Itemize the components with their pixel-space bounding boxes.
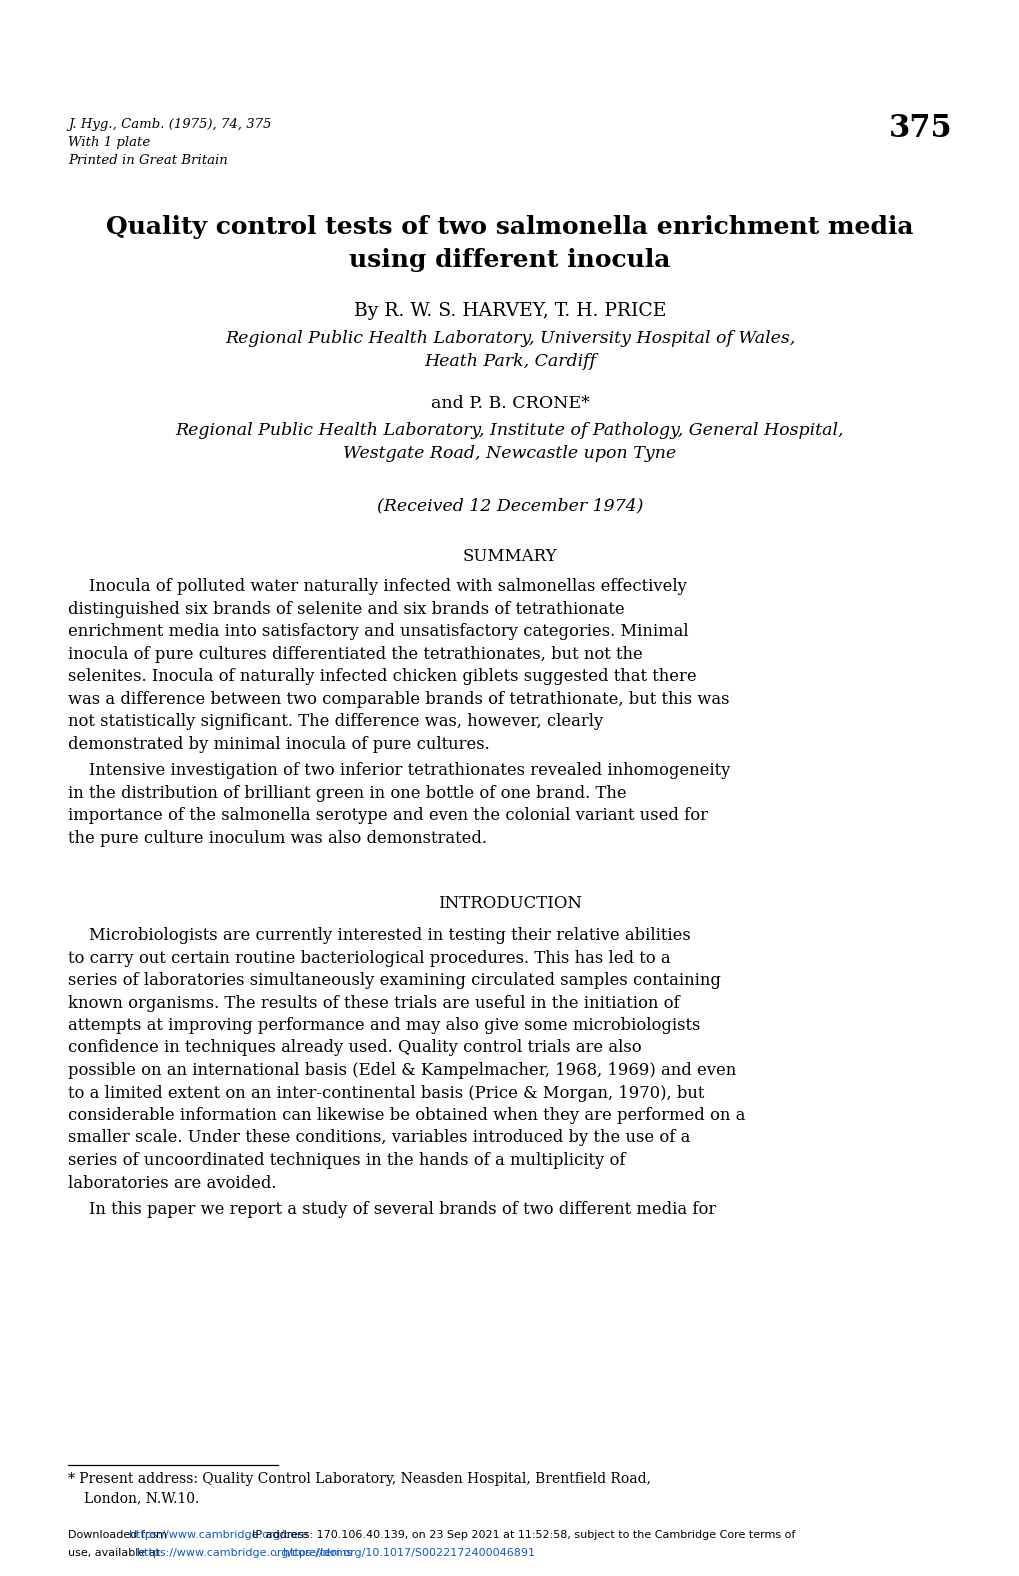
Text: to carry out certain routine bacteriological procedures. This has led to a: to carry out certain routine bacteriolog… <box>68 949 669 966</box>
Text: https://doi.org/10.1017/S0022172400046891: https://doi.org/10.1017/S002217240004689… <box>282 1548 535 1559</box>
Text: Quality control tests of two salmonella enrichment media: Quality control tests of two salmonella … <box>106 214 913 240</box>
Text: Regional Public Health Laboratory, Institute of Pathology, General Hospital,: Regional Public Health Laboratory, Insti… <box>175 422 844 440</box>
Text: Westgate Road, Newcastle upon Tyne: Westgate Road, Newcastle upon Tyne <box>343 444 676 462</box>
Text: Inocula of polluted water naturally infected with salmonellas effectively: Inocula of polluted water naturally infe… <box>68 578 686 596</box>
Text: demonstrated by minimal inocula of pure cultures.: demonstrated by minimal inocula of pure … <box>68 736 489 752</box>
Text: considerable information can likewise be obtained when they are performed on a: considerable information can likewise be… <box>68 1106 745 1124</box>
Text: inocula of pure cultures differentiated the tetrathionates, but not the: inocula of pure cultures differentiated … <box>68 646 642 662</box>
Text: use, available at: use, available at <box>68 1548 163 1559</box>
Text: Heath Park, Cardiff: Heath Park, Cardiff <box>424 353 595 370</box>
Text: laboratories are avoided.: laboratories are avoided. <box>68 1174 276 1191</box>
Text: SUMMARY: SUMMARY <box>463 548 556 566</box>
Text: to a limited extent on an inter-continental basis (Price & Morgan, 1970), but: to a limited extent on an inter-continen… <box>68 1084 704 1102</box>
Text: attempts at improving performance and may also give some microbiologists: attempts at improving performance and ma… <box>68 1017 700 1034</box>
Text: possible on an international basis (Edel & Kampelmacher, 1968, 1969) and even: possible on an international basis (Edel… <box>68 1062 736 1080</box>
Text: series of uncoordinated techniques in the hands of a multiplicity of: series of uncoordinated techniques in th… <box>68 1152 625 1169</box>
Text: Microbiologists are currently interested in testing their relative abilities: Microbiologists are currently interested… <box>68 927 690 944</box>
Text: and P. B. CRONE*: and P. B. CRONE* <box>430 396 589 411</box>
Text: . IP address: 170.106.40.139, on 23 Sep 2021 at 11:52:58, subject to the Cambrid: . IP address: 170.106.40.139, on 23 Sep … <box>245 1530 794 1540</box>
Text: https://www.cambridge.org/core: https://www.cambridge.org/core <box>129 1530 309 1540</box>
Text: smaller scale. Under these conditions, variables introduced by the use of a: smaller scale. Under these conditions, v… <box>68 1130 690 1146</box>
Text: .: . <box>275 1548 282 1559</box>
Text: Intensive investigation of two inferior tetrathionates revealed inhomogeneity: Intensive investigation of two inferior … <box>68 763 730 779</box>
Text: https://www.cambridge.org/core/terms: https://www.cambridge.org/core/terms <box>137 1548 352 1559</box>
Text: in the distribution of brilliant green in one bottle of one brand. The: in the distribution of brilliant green i… <box>68 785 626 802</box>
Text: J. Hyg., Camb. (1975), 74, 375: J. Hyg., Camb. (1975), 74, 375 <box>68 118 271 131</box>
Text: By R. W. S. HARVEY, T. H. PRICE: By R. W. S. HARVEY, T. H. PRICE <box>354 303 665 320</box>
Text: * Present address: Quality Control Laboratory, Neasden Hospital, Brentfield Road: * Present address: Quality Control Labor… <box>68 1472 650 1486</box>
Text: With 1 plate: With 1 plate <box>68 136 150 150</box>
Text: the pure culture inoculum was also demonstrated.: the pure culture inoculum was also demon… <box>68 829 486 846</box>
Text: known organisms. The results of these trials are useful in the initiation of: known organisms. The results of these tr… <box>68 994 679 1012</box>
Text: selenites. Inocula of naturally infected chicken giblets suggested that there: selenites. Inocula of naturally infected… <box>68 668 696 686</box>
Text: In this paper we report a study of several brands of two different media for: In this paper we report a study of sever… <box>68 1201 715 1218</box>
Text: not statistically significant. The difference was, however, clearly: not statistically significant. The diffe… <box>68 712 602 730</box>
Text: London, N.W.10.: London, N.W.10. <box>84 1491 199 1505</box>
Text: series of laboratories simultaneously examining circulated samples containing: series of laboratories simultaneously ex… <box>68 972 720 990</box>
Text: INTRODUCTION: INTRODUCTION <box>437 895 582 913</box>
Text: Printed in Great Britain: Printed in Great Britain <box>68 154 227 167</box>
Text: was a difference between two comparable brands of tetrathionate, but this was: was a difference between two comparable … <box>68 690 729 708</box>
Text: using different inocula: using different inocula <box>348 247 671 273</box>
Text: confidence in techniques already used. Quality control trials are also: confidence in techniques already used. Q… <box>68 1040 641 1056</box>
Text: distinguished six brands of selenite and six brands of tetrathionate: distinguished six brands of selenite and… <box>68 600 624 618</box>
Text: importance of the salmonella serotype and even the colonial variant used for: importance of the salmonella serotype an… <box>68 807 707 824</box>
Text: Downloaded from: Downloaded from <box>68 1530 170 1540</box>
Text: 375: 375 <box>888 113 951 143</box>
Text: (Received 12 December 1974): (Received 12 December 1974) <box>376 496 643 514</box>
Text: Regional Public Health Laboratory, University Hospital of Wales,: Regional Public Health Laboratory, Unive… <box>224 329 795 347</box>
Text: enrichment media into satisfactory and unsatisfactory categories. Minimal: enrichment media into satisfactory and u… <box>68 623 688 640</box>
